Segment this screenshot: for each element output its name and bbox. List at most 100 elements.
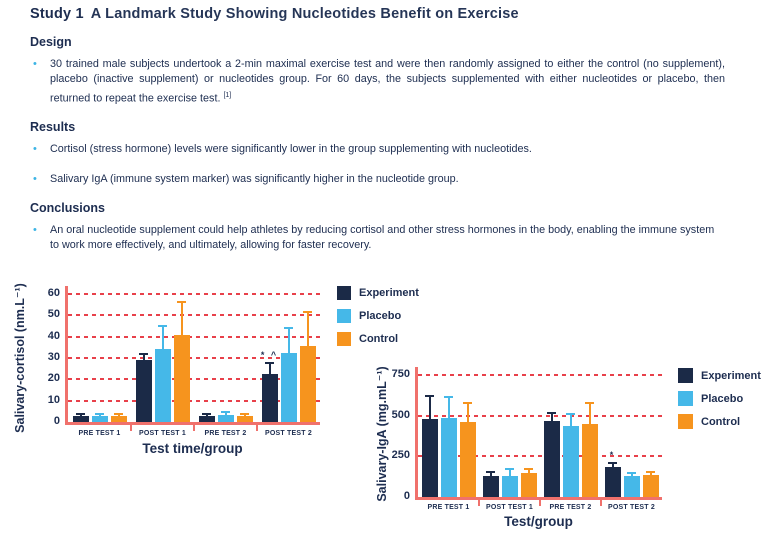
error-bar-cap (608, 462, 617, 465)
gridline (68, 378, 320, 381)
legend-label: Placebo (359, 310, 402, 322)
bullet-icon: • (33, 58, 37, 70)
gridline (68, 314, 320, 317)
significance-marker: * (609, 450, 616, 461)
error-bar (202, 413, 211, 416)
error-bar (524, 467, 533, 474)
error-bar-cap (95, 413, 104, 416)
bar-group (418, 394, 479, 497)
x-axis-tick (256, 425, 258, 431)
bar-control (581, 401, 598, 497)
legend-label: Control (359, 333, 399, 345)
legend-swatch-control (678, 414, 693, 429)
legend-entry: Control (337, 332, 419, 346)
bullet-text: Salivary IgA (immune system marker) was … (50, 172, 459, 185)
bar-placebo (154, 324, 171, 422)
bar-control (299, 311, 316, 422)
bullet-icon: • (33, 172, 37, 185)
error-bar-cap (284, 327, 293, 330)
bar-group: * ^ (257, 311, 320, 422)
legend-entry: Placebo (678, 391, 761, 406)
error-bar (177, 301, 186, 335)
bar-group (194, 410, 257, 422)
bullet-icon: • (33, 224, 37, 237)
bar-group (540, 401, 601, 497)
legend-entry: Experiment (337, 286, 419, 300)
gridline (68, 293, 320, 295)
bar-control (520, 467, 537, 497)
y-tick-label: 10 (47, 393, 60, 406)
error-bar-cap (202, 413, 211, 416)
bar-experiment (72, 413, 89, 422)
y-tick-label: 20 (47, 372, 60, 385)
section-conclusions: Conclusions • An oral nucleotide supplem… (30, 201, 725, 254)
legend-entry: Experiment (678, 368, 761, 383)
bar-experiment (482, 470, 499, 497)
section-heading-design: Design (30, 35, 72, 49)
error-bar-cap (505, 468, 514, 471)
error-bar (240, 413, 249, 416)
bullet-text: 30 trained male subjects undertook a 2-m… (50, 58, 725, 105)
bar-control (110, 413, 127, 422)
error-bar (284, 327, 293, 353)
section-heading-conclusions: Conclusions (30, 201, 106, 216)
x-tick-label: PRE TEST 1 (427, 504, 470, 511)
cortisol-plot-area: * ^ (65, 286, 320, 431)
citation-ref: [1] (223, 91, 232, 99)
error-bar (139, 353, 148, 361)
bar-control (642, 470, 659, 497)
legend-cortisol-chart: Experiment Placebo Control (337, 286, 419, 346)
x-tick-label: POST TEST 2 (265, 430, 312, 437)
error-bar-cap (177, 301, 186, 304)
legend-entry: Control (678, 414, 761, 429)
legend-label: Experiment (359, 287, 419, 299)
gridline (418, 374, 662, 376)
error-bar (627, 471, 636, 476)
error-bar (303, 311, 312, 347)
error-bar-cap (444, 396, 453, 399)
bullet-icon: • (33, 143, 37, 156)
bar-placebo (562, 413, 579, 497)
error-bar (505, 468, 514, 476)
error-bar-cap (585, 401, 594, 404)
bar-group (68, 413, 131, 422)
y-tick-label: 50 (47, 308, 60, 321)
bullet-text: Cortisol (stress hormone) levels were si… (50, 143, 532, 156)
error-bar (221, 410, 230, 415)
bar-placebo (623, 471, 640, 497)
bar-experiment (543, 412, 560, 497)
bar-experiment (421, 394, 438, 497)
list-item: • Salivary IgA (immune system marker) wa… (33, 172, 725, 187)
x-tick-label: PRE TEST 2 (204, 430, 247, 437)
section-heading-results: Results (30, 120, 76, 135)
x-tick-label: POST TEST 1 (486, 504, 533, 511)
bar-placebo (501, 468, 518, 497)
significance-marker: * ^ (260, 350, 279, 361)
legend-swatch-placebo (337, 309, 351, 323)
bar-group (479, 467, 540, 497)
bar-experiment: * (604, 450, 621, 497)
bar-control (173, 301, 190, 422)
error-bar-cap (547, 412, 556, 415)
error-bar (444, 396, 453, 418)
legend-swatch-placebo (678, 391, 693, 406)
error-bar (158, 324, 167, 350)
error-bar-cap (265, 362, 274, 365)
error-bar (463, 401, 472, 423)
legend-label: Experiment (701, 369, 761, 382)
bar-placebo (280, 327, 297, 422)
y-tick-label: 0 (403, 490, 410, 502)
gridline (68, 335, 320, 338)
error-bar-cap (76, 413, 85, 416)
list-item: • Cortisol (stress hormone) levels were … (33, 142, 725, 157)
bar-placebo (440, 396, 457, 497)
error-bar-cap (524, 467, 533, 470)
error-bar-cap (240, 413, 249, 416)
bar-control (459, 401, 476, 497)
legend-swatch-experiment (678, 368, 693, 383)
error-bar-cap (486, 470, 495, 473)
x-axis-tick (478, 500, 480, 506)
y-tick-label: 500 (391, 408, 410, 421)
